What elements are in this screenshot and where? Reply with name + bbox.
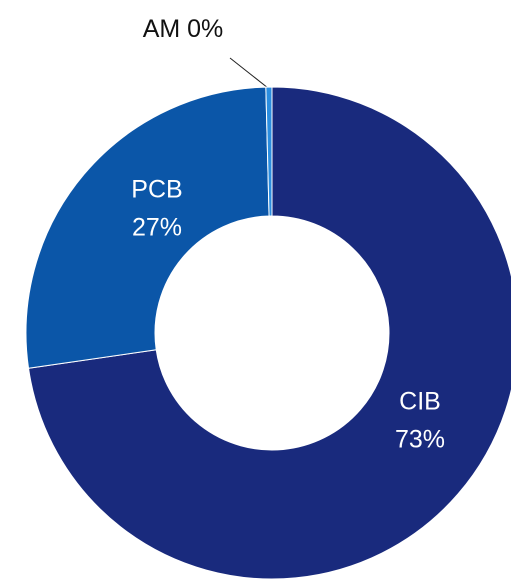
slice-value-label: 0% (187, 15, 223, 43)
slice-value-label: 73% (395, 426, 445, 454)
slice-label-group: AM 0% (143, 15, 224, 43)
donut-slice (25, 86, 270, 369)
leader-line (229, 57, 269, 89)
slice-label: AM (143, 15, 181, 43)
donut-slice (27, 86, 511, 580)
slice-label: CIB (399, 388, 441, 416)
donut-slice (265, 86, 273, 217)
slice-value-label: 27% (132, 214, 182, 242)
slice-label: PCB (131, 176, 182, 204)
